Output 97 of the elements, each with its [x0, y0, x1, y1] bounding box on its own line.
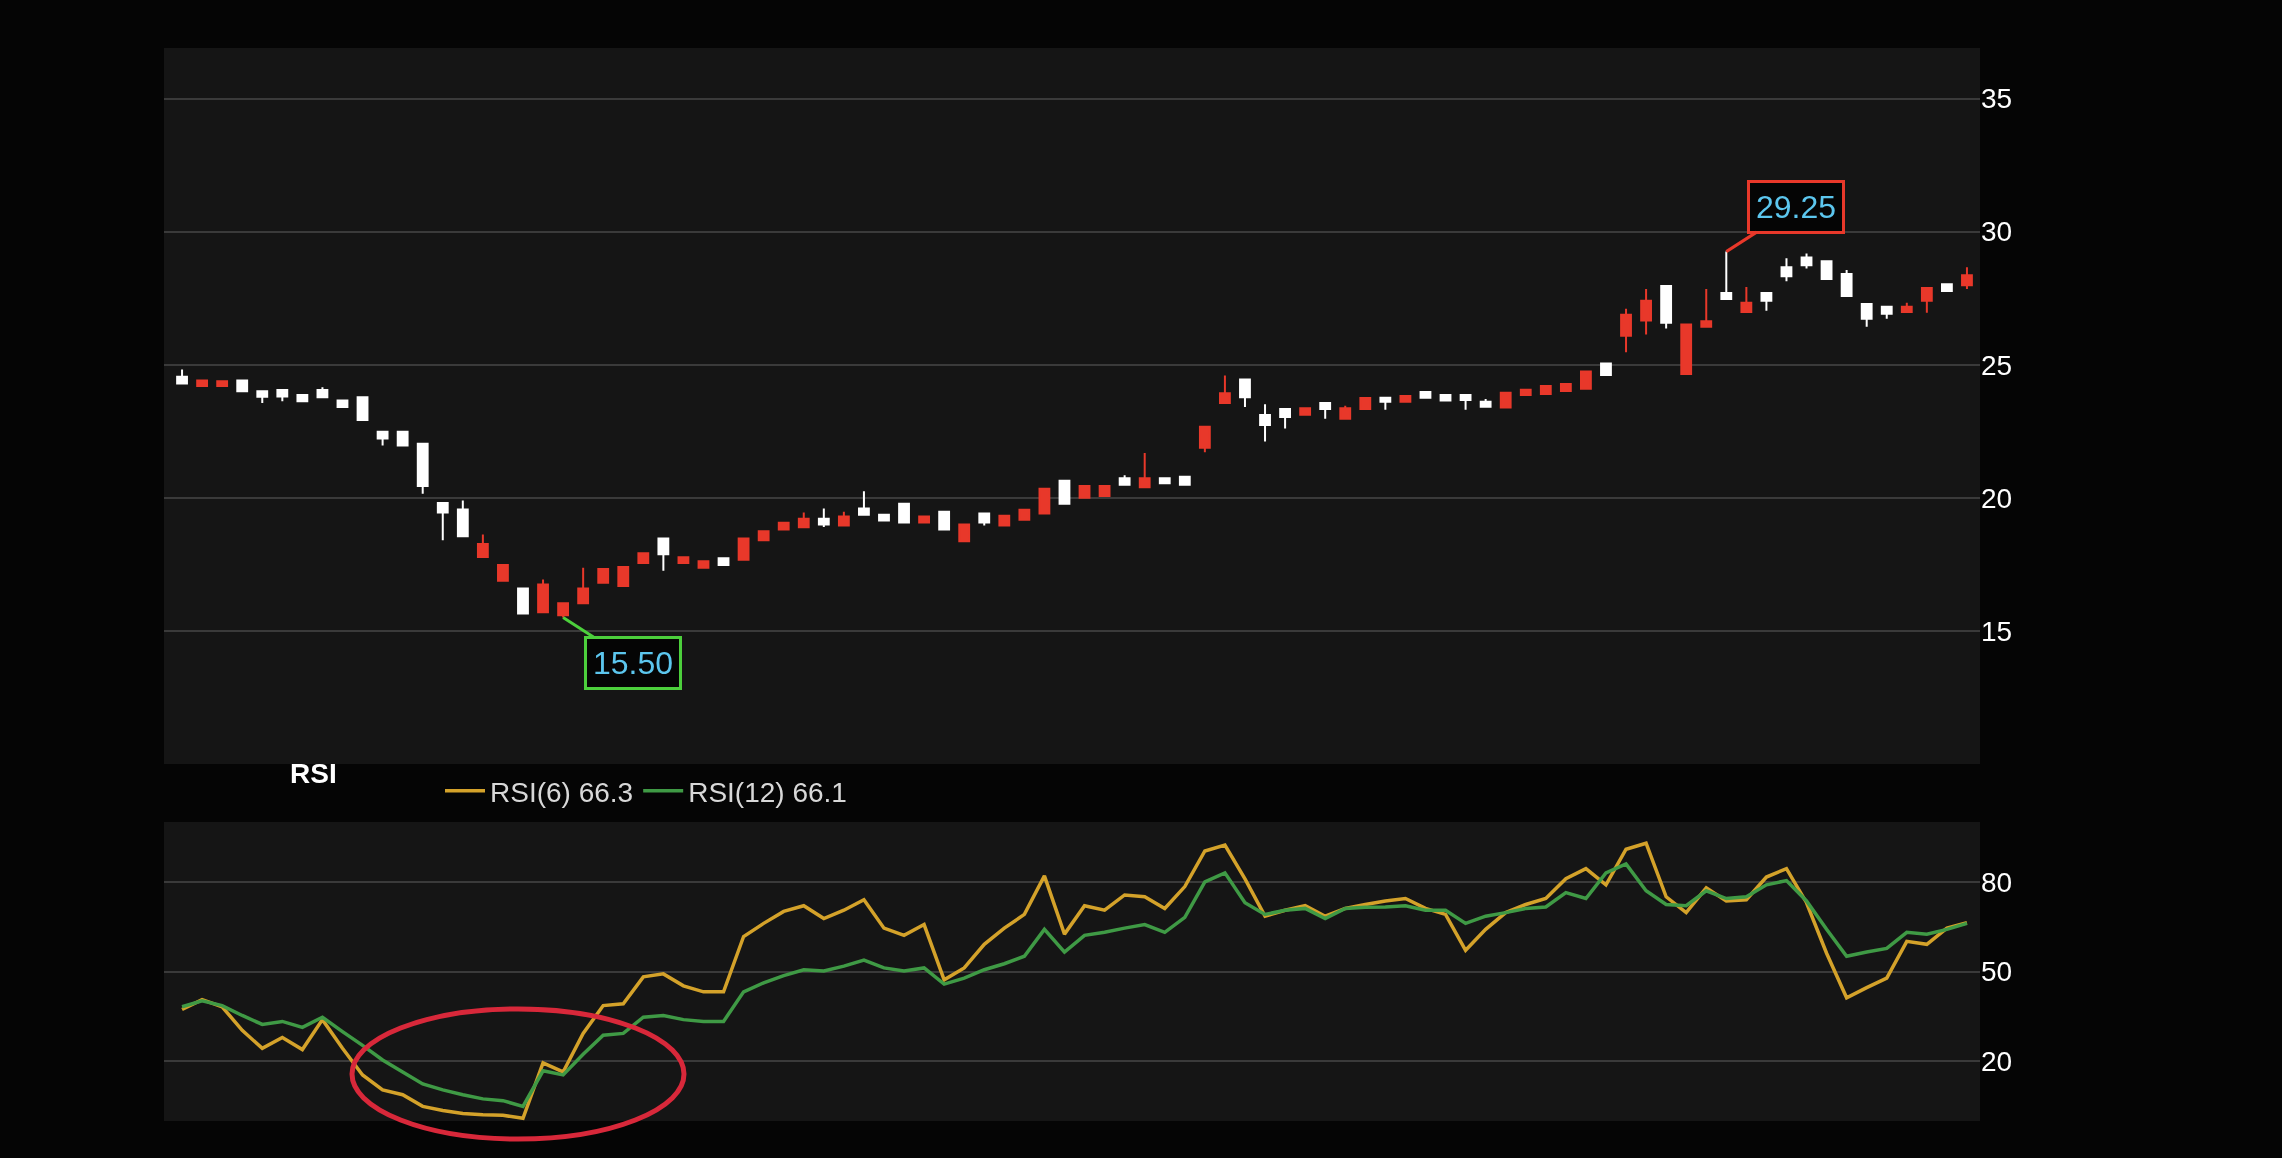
candlestick: [1359, 397, 1372, 410]
candlestick: [918, 515, 931, 524]
candlestick: [717, 557, 730, 566]
candlestick: [1820, 260, 1833, 281]
candlestick: [537, 578, 549, 614]
candlestick: [577, 566, 590, 605]
candlestick: [1379, 396, 1392, 411]
annotation: 29.25: [1756, 189, 1837, 225]
y-tick-label: 20: [1981, 482, 2013, 514]
candlestick: [1259, 403, 1271, 443]
candlestick: [1198, 425, 1211, 454]
candlestick: [998, 514, 1011, 527]
candlestick: [1880, 305, 1893, 320]
candlestick: [216, 380, 229, 388]
candlestick: [1559, 382, 1572, 393]
candlestick: [737, 537, 750, 561]
candlestick: [837, 510, 850, 527]
candlestick: [436, 501, 449, 542]
candlestick: [557, 602, 570, 619]
candlestick: [637, 552, 650, 565]
candlestick: [1580, 370, 1592, 390]
candlestick: [1479, 398, 1492, 408]
candlestick: [978, 512, 991, 527]
candlestick: [1018, 508, 1031, 521]
candlestick: [657, 537, 670, 572]
y-tick-label: 50: [1981, 956, 2013, 988]
candlestick: [1920, 287, 1933, 314]
candlestick: [797, 511, 810, 529]
candlestick: [1519, 388, 1532, 397]
candlestick: [356, 396, 369, 422]
candlestick: [757, 530, 770, 542]
candlestick: [1941, 283, 1953, 293]
candlestick: [196, 379, 209, 388]
candlestick: [1319, 402, 1332, 420]
candlestick: [1600, 362, 1612, 377]
candlestick: [1219, 374, 1231, 405]
candlestick: [1058, 479, 1071, 505]
candlestick: [336, 399, 349, 409]
candlestick: [1700, 287, 1713, 328]
candlestick: [176, 368, 188, 385]
candlestick: [817, 507, 830, 529]
candlestick: [697, 560, 710, 569]
candlestick: [376, 430, 389, 447]
candlestick: [1499, 391, 1512, 409]
candlestick: [416, 442, 429, 495]
candlestick: [1900, 301, 1913, 314]
candlestick: [858, 490, 870, 516]
y-tick-label: 25: [1981, 349, 2013, 381]
candlestick: [497, 563, 509, 582]
chart-title: RSI: [290, 758, 337, 789]
candlestick: [1840, 268, 1853, 298]
candlestick: [597, 567, 610, 584]
y-tick-label: 15: [1981, 615, 2013, 647]
candlestick: [1640, 287, 1652, 336]
candlestick: [958, 523, 971, 543]
candlestick: [1118, 474, 1131, 486]
y-tick-label: 20: [1981, 1046, 2013, 1077]
candlestick: [1800, 252, 1813, 270]
y-tick-label: 30: [1981, 216, 2013, 248]
candlestick: [1860, 303, 1873, 328]
candlestick: [1459, 394, 1472, 411]
candlestick: [777, 521, 790, 531]
candlestick: [276, 389, 289, 403]
candlestick: [1680, 323, 1693, 376]
candlestick: [236, 379, 249, 393]
legend-label: RSI(12) 66.1: [688, 776, 847, 808]
candlestick: [396, 430, 409, 447]
candlestick: [898, 502, 910, 524]
candlestick: [1539, 385, 1552, 396]
candlestick: [1961, 266, 1973, 290]
candlestick: [256, 390, 269, 405]
candlestick: [456, 499, 469, 538]
candlestick: [1098, 485, 1111, 497]
y-tick-label: 35: [1981, 83, 2013, 115]
legend-label: RSI(6) 66.3: [490, 776, 634, 808]
candlestick: [1178, 475, 1191, 486]
candlestick: [1038, 487, 1051, 515]
candlestick: [1720, 250, 1733, 300]
candlestick: [1138, 452, 1151, 489]
candlestick: [1158, 477, 1171, 485]
candlestick: [1078, 485, 1091, 499]
candlestick: [1660, 284, 1673, 330]
y-tick-label: 80: [1981, 866, 2013, 898]
candlestick: [617, 566, 630, 587]
candlestick: [296, 394, 309, 403]
annotation: 15.50: [593, 645, 674, 681]
candlestick: [1620, 307, 1632, 354]
candlestick: [1740, 286, 1753, 314]
candlestick: [1279, 407, 1291, 430]
candlestick: [1239, 378, 1251, 409]
candlestick: [1780, 257, 1793, 283]
candlestick: [1299, 407, 1312, 416]
candlestick: [1760, 291, 1773, 312]
candlestick: [517, 587, 529, 615]
candlestick: [1339, 404, 1352, 420]
candlestick: [938, 510, 951, 531]
candlestick: [476, 533, 489, 558]
